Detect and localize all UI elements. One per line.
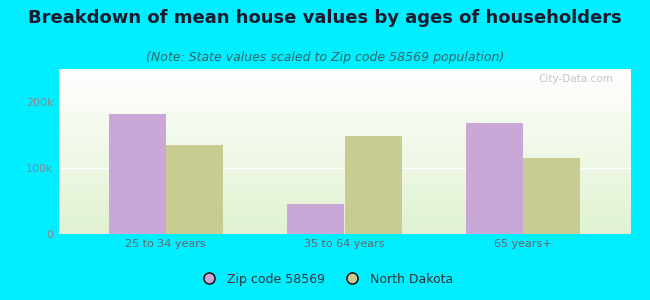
Text: (Note: State values scaled to Zip code 58569 population): (Note: State values scaled to Zip code 5… <box>146 51 504 64</box>
Text: City-Data.com: City-Data.com <box>539 74 614 84</box>
Text: Breakdown of mean house values by ages of householders: Breakdown of mean house values by ages o… <box>28 9 622 27</box>
Bar <box>344 136 402 234</box>
Legend: Zip code 58569, North Dakota: Zip code 58569, North Dakota <box>192 268 458 291</box>
Bar <box>109 114 166 234</box>
Bar <box>287 204 344 234</box>
Bar <box>523 158 580 234</box>
Bar <box>166 145 223 234</box>
Bar <box>466 123 523 234</box>
